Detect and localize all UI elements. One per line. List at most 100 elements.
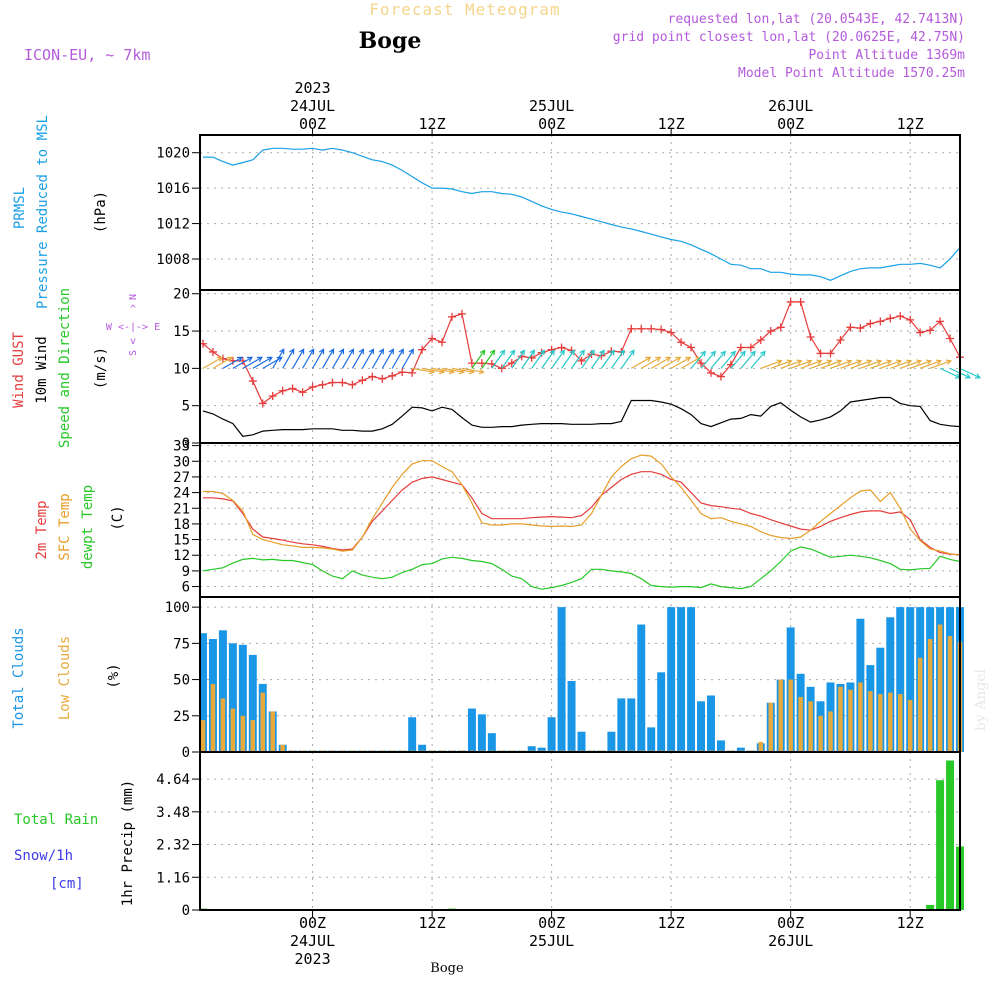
wind-arrow-head bbox=[945, 359, 952, 365]
wind-arrow bbox=[351, 349, 364, 369]
clouds-bar-low-clouds bbox=[897, 694, 903, 752]
wind-arrow bbox=[481, 350, 495, 369]
wind-arrow-head bbox=[856, 359, 863, 365]
clouds-bar-low-clouds bbox=[828, 711, 833, 752]
gust-point bbox=[806, 333, 815, 342]
clouds-bar-total-clouds bbox=[716, 740, 725, 752]
wind-arrow-head bbox=[974, 373, 982, 379]
wind-arrow-head bbox=[388, 348, 394, 355]
temperature-line-sfc-temp bbox=[203, 454, 961, 556]
top-time-label: 12Z bbox=[897, 115, 924, 133]
gust-point bbox=[816, 349, 825, 358]
wind-arrow bbox=[800, 360, 822, 369]
chart-title: Forecast Meteogram bbox=[369, 0, 560, 19]
pressure-ytick-label: 1012 bbox=[156, 217, 190, 233]
gust-point bbox=[687, 343, 696, 352]
precip-rain-label: Total Rain bbox=[14, 812, 98, 828]
clouds-bar-total-clouds bbox=[906, 607, 915, 752]
clouds-bar-total-clouds bbox=[238, 644, 247, 752]
wind-ytick-label: 0 bbox=[182, 436, 190, 452]
clouds-ytick-label: 75 bbox=[173, 636, 190, 652]
wind-arrow bbox=[541, 350, 555, 369]
wind-arrow bbox=[202, 356, 223, 369]
pressure-label-prmsl: PRMSL bbox=[12, 187, 28, 229]
wind-arrow bbox=[630, 356, 651, 369]
clouds-ytick-label: 100 bbox=[165, 600, 190, 616]
clouds-bar-total-clouds bbox=[248, 654, 257, 752]
wind-arrow-head bbox=[338, 348, 345, 355]
wind-arrow bbox=[212, 356, 233, 369]
wind-arrow-head bbox=[279, 348, 285, 355]
clouds-bar-total-clouds bbox=[577, 731, 586, 752]
wind-ylabel: Wind GUST 10m Wind Speed and Direction (… bbox=[11, 288, 160, 448]
wind-arrow-head bbox=[935, 359, 943, 365]
precip-bar-total-rain bbox=[926, 904, 935, 910]
wind-arrow-head bbox=[655, 356, 662, 362]
clouds-bar-total-clouds bbox=[199, 633, 207, 752]
wind-arrow bbox=[590, 350, 605, 369]
wind-arrow-head bbox=[236, 356, 244, 362]
wind-arrow bbox=[600, 350, 615, 369]
bottom-time-label: 00Z 24JUL 2023 bbox=[290, 914, 335, 968]
wind-arrow-head bbox=[348, 348, 355, 355]
wind-label-speed: Speed and Direction bbox=[57, 288, 73, 448]
wind-arrow bbox=[451, 367, 474, 373]
clouds-bar-total-clouds bbox=[657, 672, 666, 752]
watermark: by Angel bbox=[973, 668, 989, 731]
temperature-ytick-label: 33 bbox=[173, 439, 190, 455]
wind-arrow bbox=[401, 349, 414, 369]
wind-arrow bbox=[850, 360, 872, 369]
wind-arrow bbox=[860, 360, 882, 369]
wind-arrow-head bbox=[309, 348, 315, 355]
wind-arrow-head bbox=[378, 348, 384, 355]
wind-label-gust: Wind GUST bbox=[11, 332, 27, 408]
wind-arrow-head bbox=[519, 349, 526, 356]
wind-arrow bbox=[840, 360, 862, 369]
top-time-label-line: 12Z bbox=[419, 115, 446, 133]
top-time-label-line: 25JUL bbox=[529, 97, 574, 115]
wind-arrow bbox=[890, 360, 912, 369]
wind-arrow-head bbox=[629, 349, 635, 356]
clouds-bar-total-clouds bbox=[617, 698, 626, 752]
clouds-bar-low-clouds bbox=[878, 694, 883, 752]
gust-point bbox=[438, 338, 447, 347]
wind-arrow-head bbox=[529, 349, 536, 356]
top-time-label-line: 00Z bbox=[777, 115, 804, 133]
wind-arrow-head bbox=[398, 348, 404, 355]
clouds-bar-total-clouds bbox=[557, 607, 566, 752]
wind-arrow bbox=[222, 356, 243, 369]
temp-label-dewpt: dewpt Temp bbox=[80, 485, 96, 569]
clouds-bar-low-clouds bbox=[808, 701, 813, 752]
clouds-bar-low-clouds bbox=[917, 657, 923, 752]
gust-point bbox=[597, 351, 606, 360]
wind-arrow bbox=[780, 360, 802, 369]
wind-arrow bbox=[561, 350, 575, 369]
wind-arrow bbox=[770, 360, 792, 369]
wind-arrow bbox=[371, 349, 384, 369]
pressure-ytick-label: 1020 bbox=[156, 146, 190, 162]
clouds-bar-low-clouds bbox=[838, 686, 843, 752]
clouds-bar-low-clouds bbox=[798, 696, 803, 752]
clouds-bar-low-clouds bbox=[937, 624, 943, 752]
temp-ylabel: 2m Temp SFC Temp dewpt Temp (C) bbox=[34, 485, 126, 569]
clouds-bar-low-clouds bbox=[220, 698, 226, 752]
bottom-time-label-line: 00Z bbox=[538, 914, 565, 932]
gust-point bbox=[756, 336, 765, 345]
wind-arrow bbox=[381, 349, 394, 369]
gust-point bbox=[298, 388, 307, 397]
gust-point bbox=[418, 345, 427, 354]
wind-arrow-head bbox=[846, 359, 853, 365]
wind-compass-up: ^ bbox=[130, 304, 136, 315]
wind-arrow-head bbox=[866, 359, 873, 365]
clouds-bar-low-clouds bbox=[200, 720, 206, 752]
wind-arrow bbox=[810, 360, 832, 369]
gust-point bbox=[368, 372, 377, 381]
precip-cm-label: [cm] bbox=[50, 876, 84, 892]
wind-arrow-head bbox=[408, 348, 414, 355]
wind-arrow bbox=[412, 367, 434, 373]
wind-compass-down: v bbox=[130, 336, 136, 347]
wind-arrow-head bbox=[609, 349, 615, 356]
wind-arrow bbox=[361, 349, 374, 369]
bottom-time-label: 12Z bbox=[658, 914, 685, 932]
